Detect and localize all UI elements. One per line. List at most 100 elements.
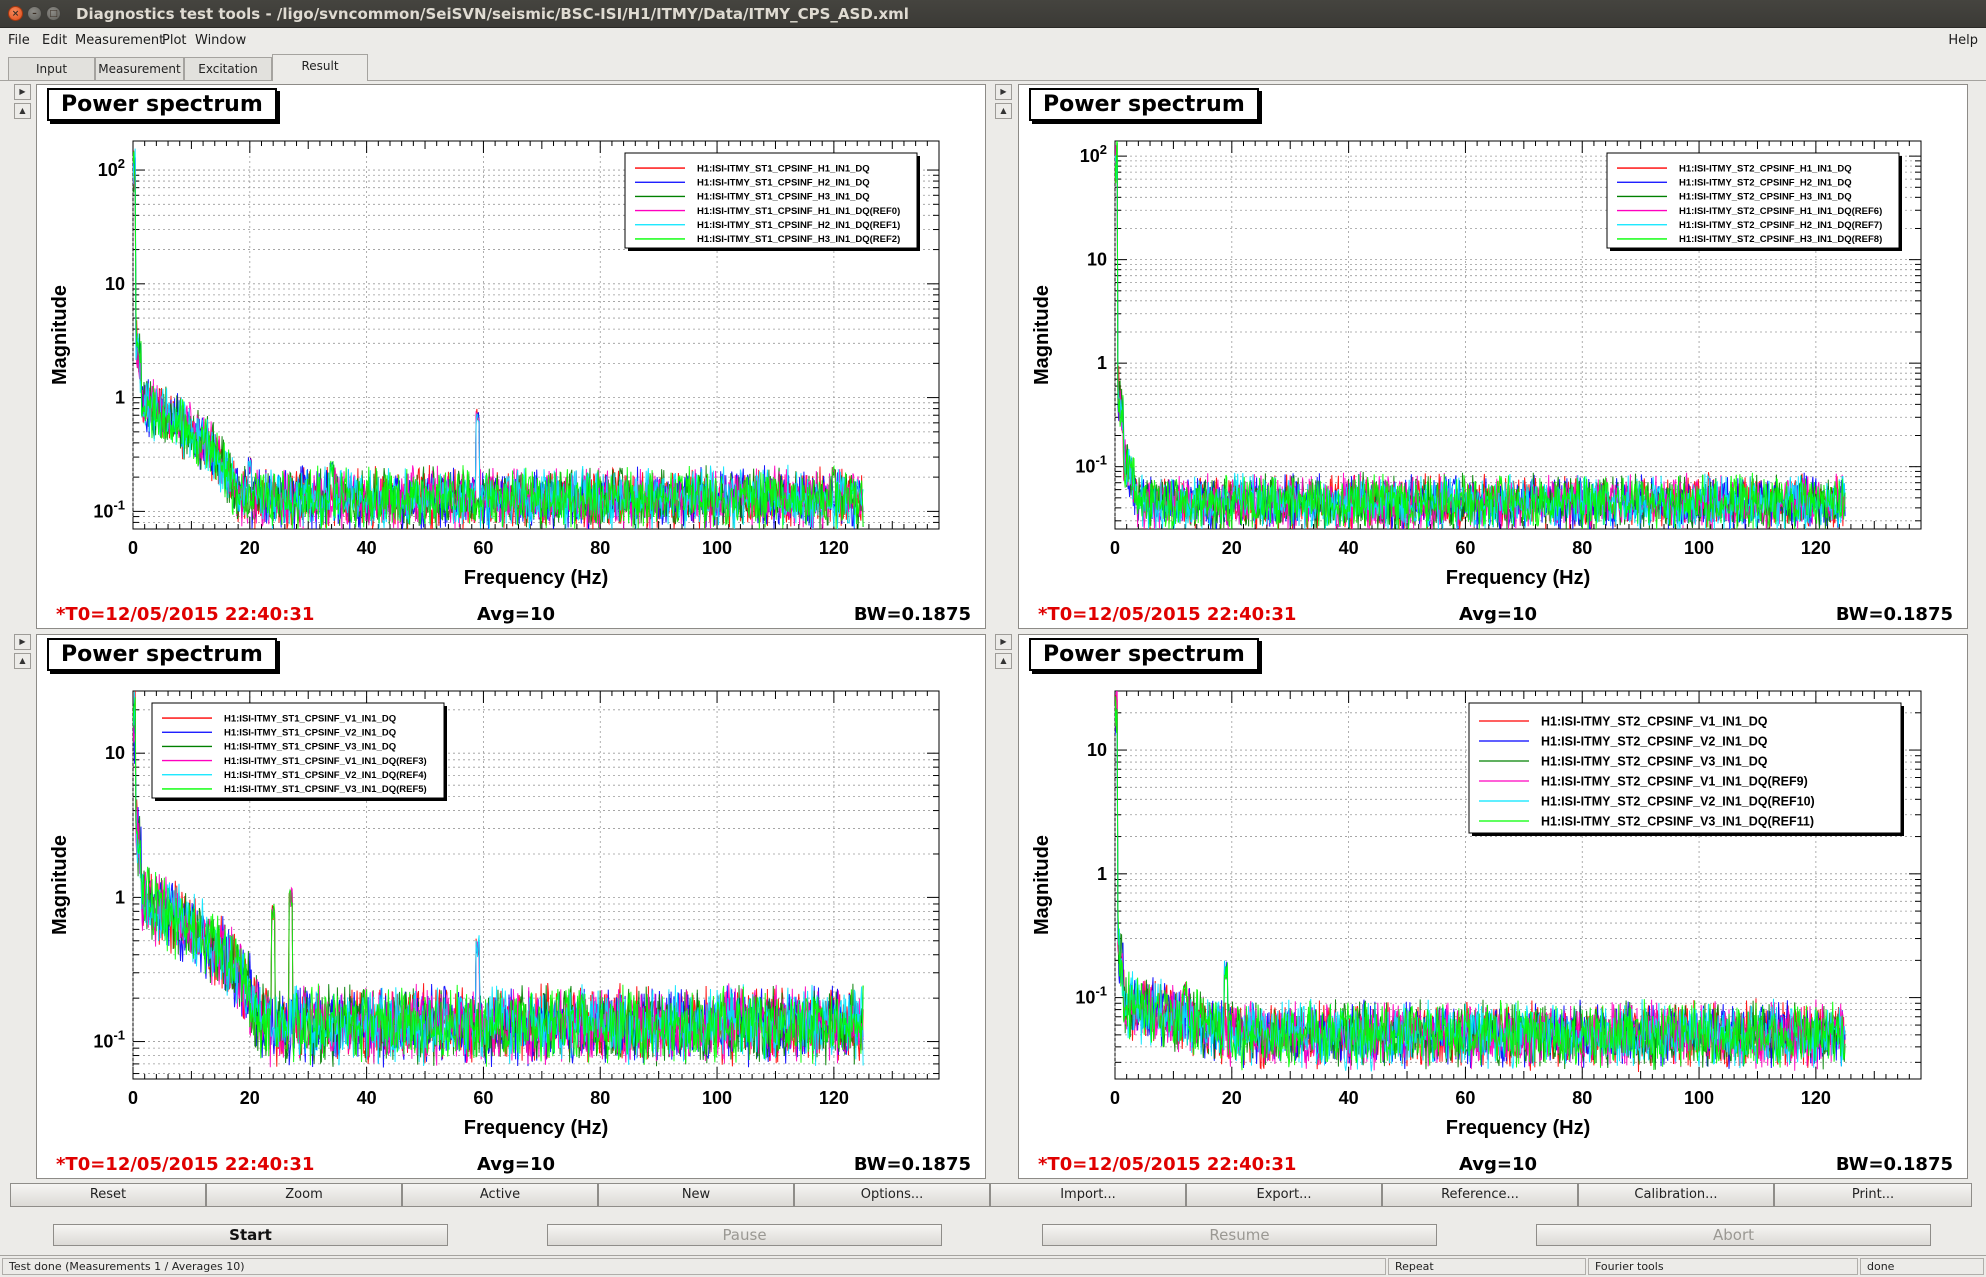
plot-panel-bottom-right[interactable]: Power spectrum 0 20 40 60 80 100 120 10-1 1 10 Fre…: [1018, 634, 1968, 1179]
x-tick-label: 100: [1684, 1088, 1714, 1108]
x-tick-label: 60: [1455, 538, 1475, 558]
x-tick-label: 40: [357, 1088, 377, 1108]
x-tick-label: 60: [473, 1088, 493, 1108]
averages-label: Avg=10: [477, 604, 556, 625]
y-axis-label: Magnitude: [1031, 835, 1053, 935]
legend: H1:ISI-ITMY_ST1_CPSINF_V1_IN1_DQ H1:ISI-I…: [151, 702, 447, 801]
bandwidth-label: BW=0.1875: [853, 1154, 971, 1175]
menu-window[interactable]: Window: [195, 33, 247, 48]
legend-entry: H1:ISI-ITMY_ST1_CPSINF_V2_IN1_DQ(REF4): [224, 770, 427, 781]
x-tick-label: 80: [590, 1088, 610, 1108]
x-tick-label: 100: [1684, 538, 1714, 558]
legend-entry: H1:ISI-ITMY_ST1_CPSINF_H2_IN1_DQ(REF1): [697, 220, 900, 231]
y-tick-label: 10: [105, 743, 125, 763]
pane-up-icon[interactable]: ▲: [995, 653, 1012, 669]
plot-button-row: Reset Zoom Active New Options... Import.…: [10, 1183, 1972, 1207]
legend-entry: H1:ISI-ITMY_ST2_CPSINF_V2_IN1_DQ(REF10): [1541, 794, 1815, 808]
bandwidth-label: BW=0.1875: [1835, 604, 1953, 625]
tab-input[interactable]: Input: [8, 57, 95, 80]
tab-measurement[interactable]: Measurement: [95, 57, 184, 80]
t0-timestamp: *T0=12/05/2015 22:40:31: [1038, 604, 1297, 625]
x-tick-label: 0: [128, 538, 138, 558]
pane-next-icon[interactable]: ▶: [995, 634, 1012, 650]
resume-button[interactable]: Resume: [1042, 1224, 1437, 1246]
menu-plot[interactable]: Plot: [162, 33, 187, 48]
pane-next-icon[interactable]: ▶: [14, 84, 31, 100]
maximize-window-button[interactable]: □: [46, 6, 61, 21]
series-line-6: [1115, 696, 1846, 1071]
pause-button[interactable]: Pause: [547, 1224, 942, 1246]
series-group: [133, 148, 864, 529]
status-bar: Test done (Measurements 1 / Averages 10)…: [0, 1255, 1986, 1277]
series-group: [1115, 691, 1846, 1073]
x-tick-label: 0: [1110, 538, 1120, 558]
legend-entry: H1:ISI-ITMY_ST1_CPSINF_H1_IN1_DQ: [697, 163, 870, 174]
legend-entry: H1:ISI-ITMY_ST2_CPSINF_V1_IN1_DQ(REF9): [1541, 774, 1808, 788]
options-button[interactable]: Options...: [794, 1183, 990, 1207]
import-button[interactable]: Import...: [990, 1183, 1186, 1207]
legend-entry: H1:ISI-ITMY_ST1_CPSINF_V1_IN1_DQ(REF3): [224, 756, 427, 767]
reference-button[interactable]: Reference...: [1382, 1183, 1578, 1207]
zoom-button[interactable]: Zoom: [206, 1183, 402, 1207]
menu-edit[interactable]: Edit: [42, 33, 68, 48]
menu-help[interactable]: Help: [1948, 33, 1978, 48]
new-button[interactable]: New: [598, 1183, 794, 1207]
series-line-5: [1115, 155, 1846, 529]
plot-panel-top-right[interactable]: Power spectrum 0 20 40 60 80 100 120 10-1 1 10 102…: [1018, 84, 1968, 629]
x-tick-label: 80: [590, 538, 610, 558]
plot-panel-top-left[interactable]: Power spectrum 0 20 40 60 80 100 120 10-1 1 10 102…: [36, 84, 986, 629]
legend-entry: H1:ISI-ITMY_ST1_CPSINF_H2_IN1_DQ: [697, 178, 870, 189]
legend-box: [1606, 152, 1900, 249]
x-tick-label: 100: [702, 1088, 732, 1108]
minimize-window-button[interactable]: –: [27, 6, 42, 21]
averages-label: Avg=10: [1459, 604, 1538, 625]
tab-bar: Input Measurement Excitation Result: [0, 54, 1986, 81]
close-window-button[interactable]: ×: [8, 6, 23, 21]
y-tick-label: 10: [105, 274, 125, 294]
pane-up-icon[interactable]: ▲: [995, 103, 1012, 119]
calibration-button[interactable]: Calibration...: [1578, 1183, 1774, 1207]
power-spectrum-chart: 0 20 40 60 80 100 120 10-1 1 10 102 Frequency (Hz) M…: [49, 140, 940, 589]
reset-button[interactable]: Reset: [10, 1183, 206, 1207]
series-line-6: [133, 151, 864, 529]
pane-up-icon[interactable]: ▲: [14, 103, 31, 119]
x-tick-label: 40: [1339, 1088, 1359, 1108]
start-button[interactable]: Start: [53, 1224, 448, 1246]
panel-title: Power spectrum: [47, 88, 277, 121]
status-message: Test done (Measurements 1 / Averages 10): [2, 1258, 1386, 1275]
status-state: done: [1860, 1258, 1984, 1275]
abort-button[interactable]: Abort: [1536, 1224, 1931, 1246]
legend-entry: H1:ISI-ITMY_ST1_CPSINF_V2_IN1_DQ: [224, 728, 396, 739]
x-tick-label: 60: [473, 538, 493, 558]
active-button[interactable]: Active: [402, 1183, 598, 1207]
pane-next-icon[interactable]: ▶: [995, 84, 1012, 100]
export-button[interactable]: Export...: [1186, 1183, 1382, 1207]
legend-box: [1468, 702, 1902, 834]
y-axis-label: Magnitude: [1031, 285, 1053, 385]
averages-label: Avg=10: [477, 1154, 556, 1175]
y-tick-label: 10: [1087, 740, 1107, 760]
legend: H1:ISI-ITMY_ST1_CPSINF_H1_IN1_DQ H1:ISI-I…: [624, 152, 920, 251]
x-axis-label: Frequency (Hz): [1446, 1117, 1590, 1139]
legend: H1:ISI-ITMY_ST2_CPSINF_V1_IN1_DQ H1:ISI-I…: [1468, 702, 1904, 836]
plot-panel-bottom-left[interactable]: Power spectrum 0 20 40 60 80 100 120 10-1 1 10 Fre…: [36, 634, 986, 1179]
legend-entry: H1:ISI-ITMY_ST2_CPSINF_H1_IN1_DQ(REF6): [1679, 206, 1882, 217]
series-line-4: [1115, 691, 1846, 1071]
x-tick-label: 120: [819, 538, 849, 558]
x-axis-label: Frequency (Hz): [464, 567, 608, 589]
print-button[interactable]: Print...: [1774, 1183, 1972, 1207]
menu-measurement[interactable]: Measurement: [75, 33, 165, 48]
power-spectrum-chart: 0 20 40 60 80 100 120 10-1 1 10 102 Frequency (Hz) M…: [1031, 140, 1922, 589]
power-spectrum-chart: 0 20 40 60 80 100 120 10-1 1 10 Frequency (Hz) Magn…: [49, 690, 940, 1139]
legend-entry: H1:ISI-ITMY_ST1_CPSINF_V1_IN1_DQ: [224, 713, 396, 724]
legend-entry: H1:ISI-ITMY_ST2_CPSINF_H2_IN1_DQ(REF7): [1679, 220, 1882, 231]
y-tick-label: 102: [1080, 142, 1107, 166]
tab-excitation[interactable]: Excitation: [184, 57, 272, 80]
menu-file[interactable]: File: [8, 33, 30, 48]
tab-result[interactable]: Result: [272, 54, 368, 81]
x-tick-label: 40: [1339, 538, 1359, 558]
pane-next-icon[interactable]: ▶: [14, 634, 31, 650]
pane-up-icon[interactable]: ▲: [14, 653, 31, 669]
legend-entry: H1:ISI-ITMY_ST1_CPSINF_H3_IN1_DQ(REF2): [697, 234, 900, 245]
status-mode: Repeat: [1388, 1258, 1586, 1275]
